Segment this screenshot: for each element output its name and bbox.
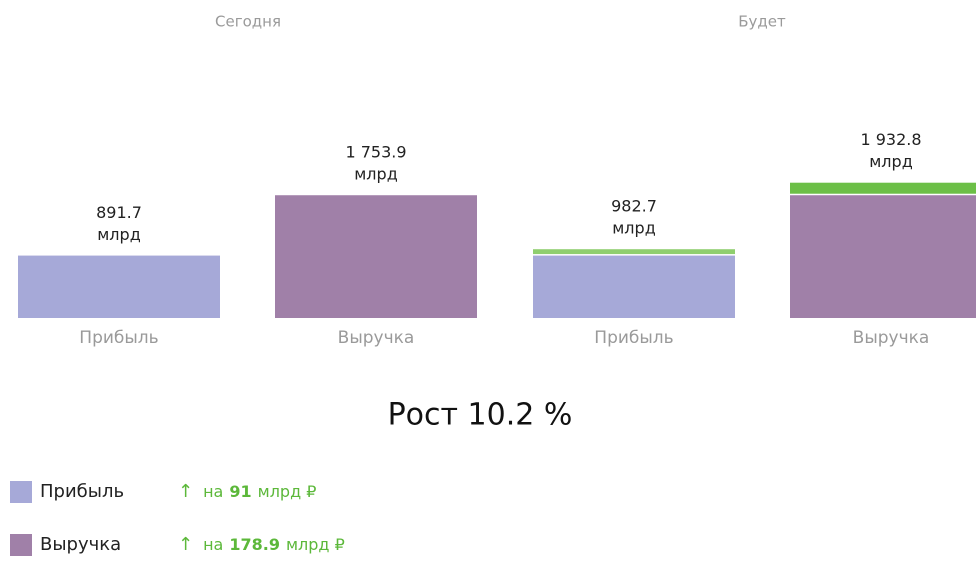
amount: 178.9 [229,535,280,554]
value-unit: млрд [97,225,141,244]
value-unit: млрд [869,152,913,171]
amount: 91 [229,482,251,501]
value-label: 982.7 [611,197,657,216]
value-label: 1 932.8 [860,130,921,149]
legend-growth: ↑ на 91 млрд ₽ [178,481,316,502]
bar [533,255,735,318]
bar [275,195,477,318]
legend-name: Выручка [40,534,121,555]
category-label: Прибыль [594,328,673,348]
category-label: Прибыль [79,328,158,348]
legend-name: Прибыль [40,481,124,502]
legend-growth: ↑ на 178.9 млрд ₽ [178,534,345,555]
category-label: Выручка [853,328,930,348]
arrow: ↑ [178,534,193,555]
legend-swatch [10,481,32,503]
bar [18,255,220,318]
suffix: млрд ₽ [286,535,345,554]
prefix: на [203,535,223,554]
growth-bar [790,182,976,194]
group-title: Сегодня [215,13,281,31]
value-label: 891.7 [96,203,142,222]
arrow: ↑ [178,481,193,502]
group-title: Будет [738,13,786,31]
growth-title: Рост 10.2 % [388,398,573,433]
value-unit: млрд [612,219,656,238]
bar [790,195,976,318]
growth-bar [533,249,735,255]
value-unit: млрд [354,165,398,184]
category-label: Выручка [338,328,415,348]
prefix: на [203,482,223,501]
suffix: млрд ₽ [258,482,317,501]
value-label: 1 753.9 [345,143,406,162]
legend-swatch [10,534,32,556]
